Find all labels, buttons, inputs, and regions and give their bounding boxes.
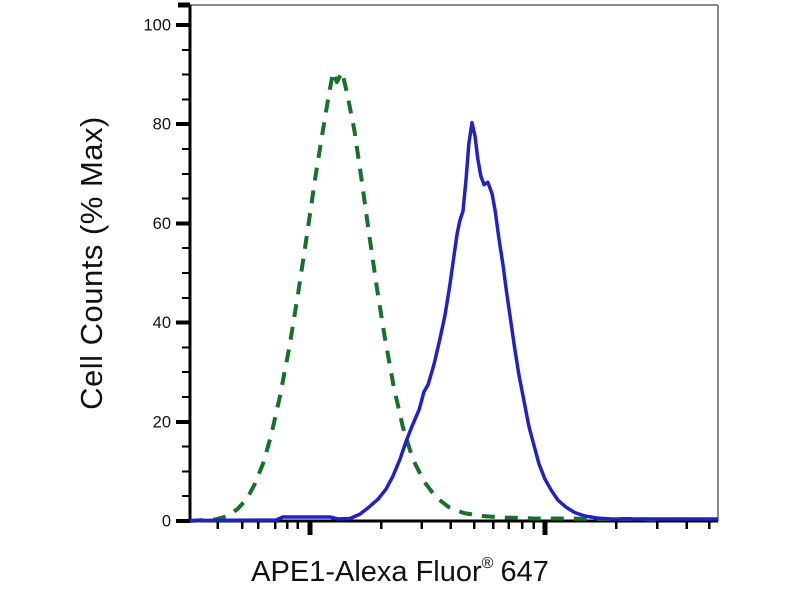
y-tick-label: 60 [153, 215, 171, 233]
x-axis-title: APE1-Alexa Fluor® 647 [0, 555, 800, 589]
y-tick-label: 20 [153, 413, 171, 431]
y-axis-title: Cell Counts (% Max) [74, 116, 109, 410]
x-axis-title-number: 647 [500, 556, 549, 588]
y-tick-label: 0 [162, 513, 171, 531]
green-dashed-curve [189, 70, 663, 523]
y-tick-label: 80 [153, 116, 171, 134]
registered-trademark-symbol: ® [481, 555, 494, 573]
blue-solid-curve [189, 120, 718, 523]
y-tick-label: 40 [153, 314, 171, 332]
x-axis-title-text: APE1-Alexa Fluor [251, 556, 482, 588]
y-tick-label: 100 [143, 17, 171, 35]
